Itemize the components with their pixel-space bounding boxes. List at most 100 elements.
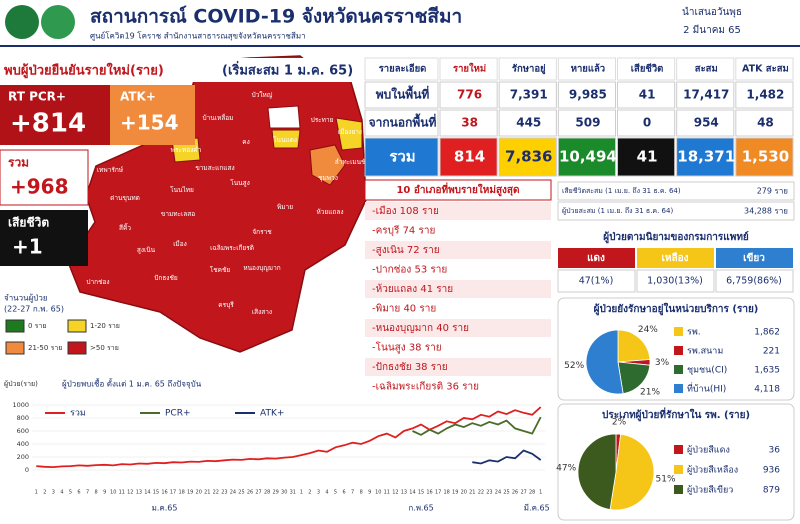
- table-header-cell: [617, 57, 676, 81]
- legend-label: 21-50 ราย: [28, 344, 62, 352]
- x-tick-label: 31: [290, 490, 296, 496]
- box-label: เสียชีวิต: [8, 216, 49, 230]
- pie-percent: 21%: [640, 388, 660, 398]
- table-header: ATK สะสม: [742, 64, 789, 75]
- district-label: ห้วยแถลง: [316, 208, 343, 216]
- top-list-item: -หนองบุญมาก 40 ราย: [372, 323, 469, 334]
- box-label: RT PCR+: [8, 90, 66, 104]
- x-tick-label: 15: [418, 490, 424, 496]
- x-tick-label: 3: [317, 490, 320, 496]
- top-list-row: [365, 241, 551, 259]
- top-list-item: -เมือง 108 ราย: [372, 205, 439, 217]
- legend-label: ATK+: [260, 409, 284, 419]
- table-value: 17,417: [683, 88, 729, 102]
- legend-value: 936: [763, 466, 780, 476]
- district-label: พระทองคำ: [171, 146, 202, 154]
- x-tick-label: 3: [52, 490, 55, 496]
- table-cell: [498, 81, 557, 109]
- box-value: +968: [10, 175, 69, 199]
- severity-value: 47(1%): [579, 276, 614, 287]
- pie-title: ผู้ป่วยยังรักษาอยู่ในหน่วยบริการ (ราย): [594, 302, 759, 316]
- x-tick-label: 20: [196, 490, 202, 496]
- table-header-cell: [735, 57, 794, 81]
- x-tick-label: 8: [95, 490, 98, 496]
- top-list-header: [364, 179, 552, 201]
- logo: [41, 5, 75, 39]
- legend-label: 1-20 ราย: [90, 322, 120, 330]
- date-line: นำเสนอวันพุธ: [682, 7, 742, 18]
- table-cell: [735, 137, 794, 177]
- severity-header: เขียว: [743, 252, 765, 264]
- x-tick-label: 27: [520, 490, 526, 496]
- legend-swatch: [674, 485, 683, 494]
- x-tick-label: 14: [144, 490, 150, 496]
- top-list-row: [365, 358, 551, 376]
- table-value: 18,371: [677, 148, 735, 166]
- x-tick-label: 18: [178, 490, 184, 496]
- legend-swatch: [674, 384, 683, 393]
- new-cases-title: พบผู้ป่วยยืนยันรายใหม่(ราย): [4, 62, 164, 79]
- district-label: เฉลิมพระเกียรติ: [210, 244, 254, 252]
- table-cell: [617, 109, 676, 137]
- legend-swatch: [5, 341, 25, 355]
- x-tick-label: 23: [221, 490, 227, 496]
- table-value: พบในพื้นที่: [376, 85, 430, 102]
- x-tick-label: 19: [452, 490, 458, 496]
- table-value: 38: [461, 116, 478, 130]
- pie-percent: 47%: [556, 464, 576, 474]
- x-tick-label: 24: [495, 490, 501, 496]
- x-tick-label: 18: [443, 490, 449, 496]
- legend-value: 1,635: [754, 366, 780, 376]
- y-tick-label: 600: [17, 427, 29, 435]
- table-header: รายละเอียด: [379, 63, 427, 75]
- district-label: คง: [242, 138, 250, 146]
- table-value: 48: [757, 116, 774, 130]
- district-label: สูงเนิน: [137, 246, 156, 254]
- x-tick-label: 21: [469, 490, 475, 496]
- legend-value: 4,118: [754, 385, 780, 395]
- x-tick-label: 10: [110, 490, 116, 496]
- line-series: [36, 406, 542, 469]
- death-box: [0, 210, 88, 266]
- legend-label: ที่บ้าน(HI): [687, 382, 726, 395]
- severity-cell: [636, 269, 715, 293]
- district-label: ปักธงชัย: [154, 274, 178, 282]
- table-cell: [439, 109, 498, 137]
- district-label: พิมาย: [277, 203, 293, 211]
- x-tick-label: 2: [43, 490, 46, 496]
- table-cell: [735, 81, 794, 109]
- district-label: ขามทะเลสอ: [161, 210, 195, 218]
- x-tick-label: 1: [539, 490, 542, 496]
- x-tick-label: 28: [529, 490, 535, 496]
- legend-swatch: [67, 319, 87, 333]
- district-label: โชคชัย: [210, 266, 231, 274]
- district-label: หนองบุญมาก: [243, 264, 280, 272]
- severity-header-cell: [637, 248, 714, 268]
- table-value: 776: [457, 88, 482, 102]
- x-tick-label: 25: [238, 490, 244, 496]
- x-tick-label: 30: [281, 490, 287, 496]
- x-tick-label: 20: [461, 490, 467, 496]
- x-tick-label: 12: [392, 490, 398, 496]
- total-box: [0, 149, 89, 206]
- x-tick-label: 26: [247, 490, 253, 496]
- x-tick-label: 24: [230, 490, 236, 496]
- legend-swatch: [674, 327, 683, 336]
- table-cell: [617, 137, 676, 177]
- atk-box: [110, 85, 195, 145]
- y-tick-label: 1000: [12, 401, 29, 409]
- table-cell: [676, 109, 735, 137]
- pie-slice: [577, 433, 617, 510]
- box-value: +154: [120, 111, 179, 135]
- top-list-row: [365, 202, 551, 220]
- table-cell: [439, 137, 498, 177]
- table-cell: [557, 81, 616, 109]
- x-tick-label: 11: [119, 490, 125, 496]
- severity-header: [558, 228, 794, 246]
- district-label: ประทาย: [311, 116, 334, 124]
- table-cell: [676, 81, 735, 109]
- box-value: +1: [12, 235, 43, 259]
- legend-label: ผู้ป่วยสีเขียว: [687, 485, 733, 496]
- header-subtitle: ศูนย์โควิด19 โคราช สำนักงานสาธารณสุขจังห…: [90, 31, 306, 42]
- top-list-row: [365, 260, 551, 279]
